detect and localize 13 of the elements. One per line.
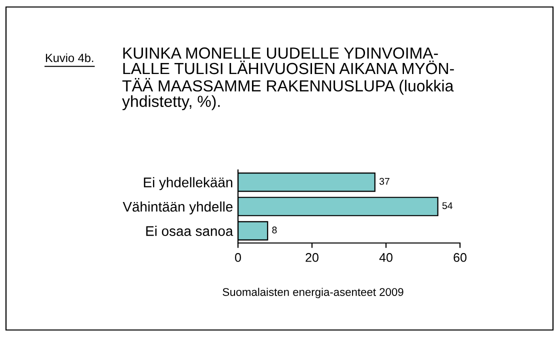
y-tick-label: Ei osaa sanoa <box>146 226 234 236</box>
text: Suomalaisten energia-asenteet 2009 <box>222 288 404 298</box>
data-label: 37 <box>379 178 390 185</box>
y-tick-label: Ei yhdellekään <box>144 177 232 190</box>
x-tick-label: 20 <box>306 253 318 262</box>
chart-title: KUINKA MONELLE UUDELLE YDINVOIMA- LALLE TULISI LÄHIVUOSIEN AIKANA MYÖN- TÄÄ MAASSAMME RAKENNUSLUPA (luokkia yhdistetty, %). <box>122 47 454 110</box>
data-label: 8 <box>272 226 277 234</box>
x-tick-label: 60 <box>454 253 466 262</box>
data-label: 54 <box>442 202 452 210</box>
x-tick-label: 0 <box>235 253 241 262</box>
y-tick-label: Vähintään yhdelle <box>122 201 233 214</box>
text: Kuvio 4b. <box>46 53 94 62</box>
x-tick-label: 40 <box>379 253 392 262</box>
